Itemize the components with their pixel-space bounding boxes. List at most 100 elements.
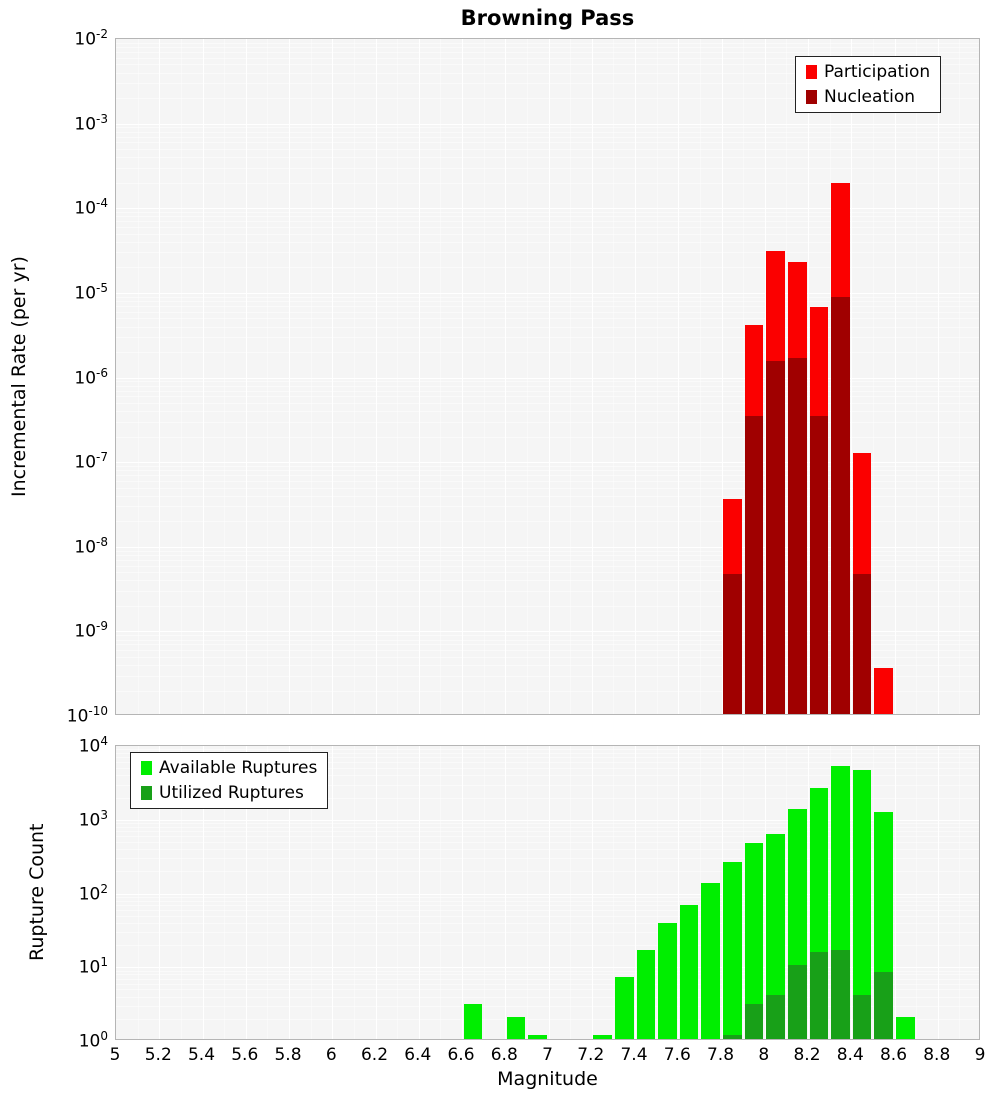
gridline-horizontal-minor [116,157,979,159]
gridline-horizontal-minor [116,465,979,467]
gridline-vertical [959,39,961,714]
gridline-vertical [397,39,399,714]
bar-nucleation [852,574,872,714]
gridline-horizontal-minor [116,858,979,860]
legend-entry: Nucleation [806,87,930,107]
gridline-vertical [743,39,745,714]
gridline-horizontal [116,208,979,210]
x-tick-label: 8.8 [923,1045,951,1065]
y-tick-label: 102 [78,881,108,905]
gridline-vertical [180,39,182,714]
gridline-vertical [591,746,593,1039]
gridline-horizontal-minor [116,64,979,66]
gridline-horizontal-minor [116,784,979,786]
count-plot-area [115,745,980,1040]
gridline-horizontal-minor [116,978,979,980]
gridline-horizontal-minor [116,487,979,489]
gridline-horizontal-minor [116,227,979,229]
bar-available-ruptures [593,1035,612,1039]
gridline-vertical [786,746,788,1039]
gridline-horizontal-minor [116,421,979,423]
bar-utilized-ruptures [787,965,807,1039]
x-tick-label: 6 [325,1045,337,1065]
gridline-horizontal-minor [116,580,979,582]
gridline-horizontal-minor [116,932,979,934]
gridline-horizontal-minor [116,572,979,574]
y-tick-label: 10-3 [74,111,108,135]
gridline-vertical [959,746,961,1039]
gridline-vertical [375,746,377,1039]
legend-label-utilized-ruptures: Utilized Ruptures [159,783,304,803]
gridline-horizontal-minor [116,896,979,898]
gridline-horizontal-minor [116,797,979,799]
gridline-vertical [137,746,139,1039]
gridline-horizontal-minor [116,301,979,303]
bar-available-ruptures [679,905,699,1039]
gridline-vertical [332,39,334,714]
y-tick-label: 104 [78,734,108,757]
gridline-vertical [916,39,918,714]
gridline-horizontal-minor [116,915,979,917]
gridline-vertical [851,746,853,1039]
rate-plot-area [115,38,980,715]
gridline-horizontal-minor [116,396,979,398]
gridline-vertical [764,39,766,714]
y-tick-label: 10-10 [66,704,108,727]
gridline-horizontal-minor [116,352,979,354]
gridline-vertical [829,746,831,1039]
gridline-horizontal-minor [116,690,979,692]
gridline-vertical [764,746,766,1039]
x-tick-label: 9 [974,1045,986,1065]
legend-swatch-available-ruptures [141,761,152,775]
gridline-horizontal-minor [116,252,979,254]
gridline-horizontal-minor [116,98,979,100]
gridline-horizontal-minor [116,650,979,652]
gridline-horizontal-minor [116,241,979,243]
legend-entry: Utilized Ruptures [141,783,317,803]
gridline-vertical [699,39,701,714]
x-tick-label: 8.2 [793,1045,821,1065]
gridline-horizontal-minor [116,970,979,972]
gridline-vertical [613,39,615,714]
gridline-horizontal-minor [116,559,979,561]
gridline-vertical [591,39,593,714]
gridline-vertical [202,746,204,1039]
gridline-horizontal-minor [116,167,979,169]
gridline-horizontal-minor [116,635,979,637]
gridline-vertical [180,746,182,1039]
y-tick-label: 101 [78,955,108,978]
gridline-vertical [613,746,615,1039]
gridline-horizontal-minor [116,775,979,777]
gridline-vertical [505,39,507,714]
gridline-vertical [808,746,809,1039]
gridline-vertical [462,39,463,714]
gridline-horizontal-minor [116,831,979,833]
legend-label-participation: Participation [824,62,931,82]
gridline-vertical [418,39,420,714]
gridline-horizontal [116,123,979,125]
gridline-vertical [570,39,572,714]
y-axis-label-incremental-rate: Incremental Rate (per yr) [8,256,30,497]
gridline-vertical [548,39,550,714]
x-tick-label: 8.6 [879,1045,908,1065]
gridline-horizontal [116,893,979,895]
x-tick-label: 8 [758,1045,770,1065]
x-tick-label: 5.4 [187,1045,216,1065]
bar-available-ruptures [614,976,634,1039]
bar-utilized-ruptures [831,950,850,1039]
gridline-vertical [872,39,874,714]
gridline-horizontal-minor [116,904,979,906]
gridline-horizontal-minor [116,83,979,85]
y-tick-label: 10-4 [74,196,108,219]
gridline-horizontal-minor [116,212,979,214]
gridline-horizontal [116,377,979,379]
gridline-vertical [548,746,550,1039]
y-tick-label: 10-8 [74,534,108,558]
gridline-horizontal [116,462,979,464]
bar-utilized-ruptures [852,994,872,1039]
gridline-horizontal-minor [116,753,979,755]
gridline-horizontal-minor [116,841,979,843]
gridline-vertical [894,39,896,714]
bar-nucleation [831,296,850,714]
